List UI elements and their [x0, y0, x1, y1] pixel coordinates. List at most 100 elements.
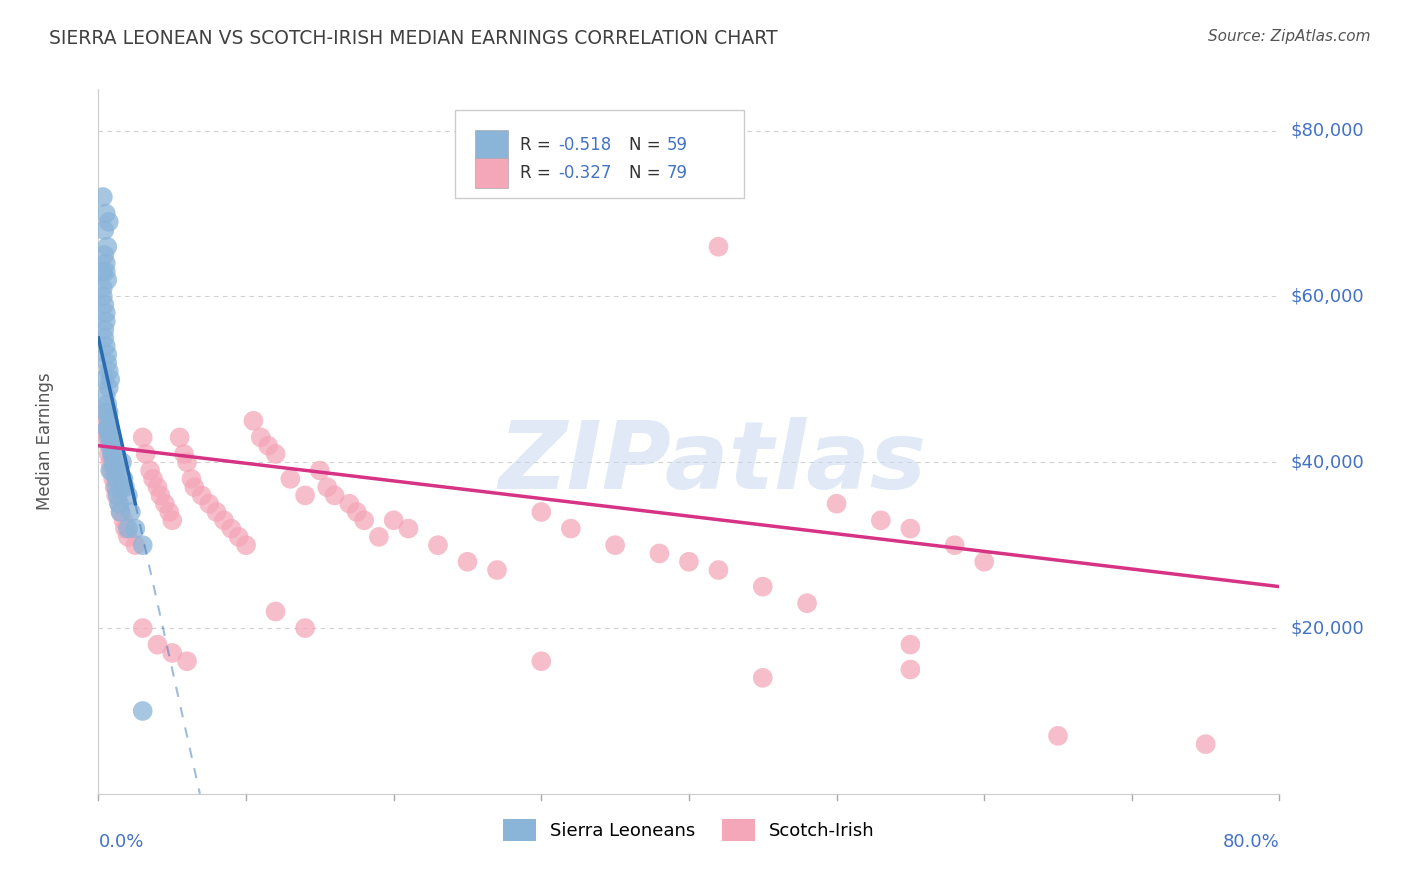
- Point: [943, 538, 966, 552]
- Text: 59: 59: [666, 136, 688, 153]
- Point: [97, 430, 120, 444]
- Point: [648, 546, 671, 560]
- Point: [96, 356, 118, 370]
- Point: [173, 447, 195, 461]
- Text: 0.0%: 0.0%: [98, 832, 143, 851]
- Point: [280, 472, 302, 486]
- Point: [114, 480, 136, 494]
- Point: [110, 505, 132, 519]
- Point: [132, 538, 155, 552]
- Point: [91, 281, 114, 295]
- Text: N =: N =: [628, 136, 665, 153]
- Point: [162, 646, 183, 660]
- Point: [93, 248, 115, 262]
- Point: [180, 472, 202, 486]
- Point: [605, 140, 627, 154]
- Point: [752, 671, 775, 685]
- Text: $20,000: $20,000: [1291, 619, 1364, 637]
- Point: [427, 538, 450, 552]
- Point: [94, 206, 117, 220]
- Point: [323, 488, 346, 502]
- Point: [94, 314, 117, 328]
- Point: [117, 530, 139, 544]
- Point: [294, 621, 316, 635]
- Point: [870, 513, 893, 527]
- Point: [104, 480, 127, 494]
- Point: [111, 480, 134, 494]
- Point: [94, 389, 117, 403]
- Point: [105, 488, 128, 502]
- Point: [96, 273, 118, 287]
- Point: [96, 397, 118, 411]
- Point: [339, 497, 361, 511]
- Point: [191, 488, 214, 502]
- Point: [678, 555, 700, 569]
- Point: [93, 323, 115, 337]
- Point: [294, 488, 316, 502]
- Point: [97, 215, 120, 229]
- Text: SIERRA LEONEAN VS SCOTCH-IRISH MEDIAN EARNINGS CORRELATION CHART: SIERRA LEONEAN VS SCOTCH-IRISH MEDIAN EA…: [49, 29, 778, 47]
- Point: [96, 347, 118, 361]
- Point: [353, 513, 375, 527]
- Text: R =: R =: [520, 164, 555, 182]
- Point: [169, 430, 191, 444]
- Point: [94, 256, 117, 270]
- Point: [94, 264, 117, 278]
- Point: [235, 538, 257, 552]
- Text: Source: ZipAtlas.com: Source: ZipAtlas.com: [1208, 29, 1371, 44]
- Point: [605, 538, 627, 552]
- Point: [900, 522, 922, 536]
- Point: [398, 522, 420, 536]
- Point: [103, 439, 125, 453]
- Text: $40,000: $40,000: [1291, 453, 1364, 471]
- Point: [228, 530, 250, 544]
- Point: [242, 414, 264, 428]
- Point: [91, 264, 114, 278]
- Point: [111, 455, 134, 469]
- Point: [103, 447, 125, 461]
- Point: [93, 372, 115, 386]
- Point: [98, 455, 121, 469]
- Point: [124, 522, 146, 536]
- Legend: Sierra Leoneans, Scotch-Irish: Sierra Leoneans, Scotch-Irish: [496, 812, 882, 848]
- Point: [117, 522, 139, 536]
- Point: [132, 430, 155, 444]
- Text: 80.0%: 80.0%: [1223, 832, 1279, 851]
- Point: [117, 488, 139, 502]
- Point: [98, 464, 121, 478]
- Point: [96, 422, 118, 436]
- Point: [176, 654, 198, 668]
- Point: [135, 447, 157, 461]
- Point: [198, 497, 221, 511]
- Point: [124, 538, 146, 552]
- Point: [264, 447, 287, 461]
- Point: [114, 522, 136, 536]
- Point: [94, 306, 117, 320]
- Point: [98, 430, 121, 444]
- Point: [1046, 729, 1070, 743]
- Point: [264, 605, 287, 619]
- Text: Median Earnings: Median Earnings: [37, 373, 55, 510]
- Point: [257, 439, 280, 453]
- Point: [162, 513, 183, 527]
- Point: [560, 522, 582, 536]
- Point: [309, 464, 332, 478]
- Point: [486, 563, 509, 577]
- Point: [796, 596, 818, 610]
- Point: [103, 455, 125, 469]
- Point: [153, 497, 176, 511]
- Point: [382, 513, 405, 527]
- Point: [346, 505, 368, 519]
- Point: [108, 464, 131, 478]
- Point: [221, 522, 243, 536]
- Point: [91, 405, 114, 419]
- Point: [142, 472, 165, 486]
- Point: [91, 190, 114, 204]
- Point: [105, 472, 128, 486]
- Point: [100, 439, 122, 453]
- FancyBboxPatch shape: [456, 111, 744, 198]
- Point: [120, 505, 142, 519]
- Text: -0.518: -0.518: [558, 136, 612, 153]
- Point: [96, 240, 118, 254]
- Point: [98, 422, 121, 436]
